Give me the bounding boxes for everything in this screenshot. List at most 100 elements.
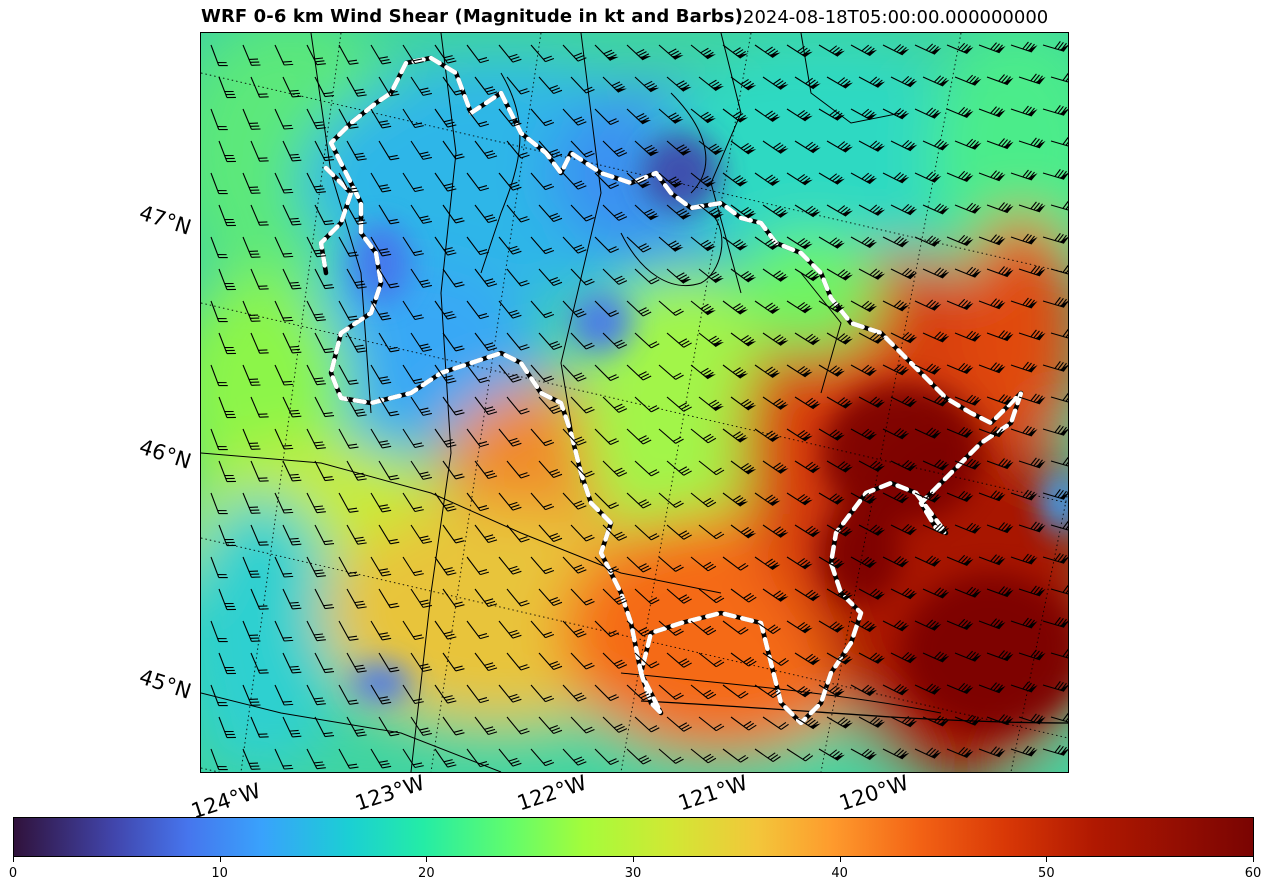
wind-barb (402, 428, 424, 449)
wind-barb (978, 42, 1006, 54)
wind-barb (954, 394, 982, 406)
wind-barb (946, 682, 974, 694)
wind-barb (730, 524, 757, 539)
wind-barb (986, 586, 1014, 598)
wind-barb (530, 172, 555, 191)
wind-barb (210, 620, 228, 643)
wind-barb (474, 204, 498, 224)
wind-barb (826, 204, 853, 217)
wind-barb (698, 396, 724, 412)
wind-barb (634, 588, 660, 605)
wind-barb (250, 76, 269, 98)
wind-barb (1018, 713, 1046, 725)
wind-barb (1042, 553, 1068, 564)
wind-barb (378, 76, 400, 97)
wind-barb (370, 300, 392, 321)
wind-barb (1042, 169, 1068, 180)
wind-barb (986, 458, 1014, 470)
wind-barb (594, 300, 619, 318)
wind-barb (1010, 681, 1038, 693)
wind-barb (986, 202, 1014, 214)
wind-barb (698, 140, 724, 156)
wind-barb (986, 74, 1014, 86)
wind-barb (466, 364, 490, 384)
wind-barb (314, 396, 335, 418)
wind-barb (914, 43, 942, 55)
wind-barb (850, 556, 878, 569)
wind-barb (434, 236, 457, 256)
wind-barb (954, 74, 982, 86)
wind-barb (1050, 264, 1068, 275)
wind-barb (690, 428, 717, 444)
wind-barb (954, 202, 982, 214)
wind-barb (274, 748, 294, 770)
wind-barb (434, 684, 457, 704)
wind-barb (338, 684, 359, 705)
wind-barb (442, 396, 465, 416)
wind-barb (978, 490, 1006, 502)
wind-barb (850, 364, 878, 377)
wind-barb (890, 395, 918, 408)
wind-barb (634, 460, 660, 477)
wind-barb (218, 268, 236, 291)
wind-barb (250, 332, 269, 354)
wind-barb (242, 300, 261, 322)
wind-barb (530, 364, 555, 383)
wind-barb (826, 588, 853, 601)
wind-barb (242, 492, 261, 514)
wind-barb (378, 396, 400, 417)
wind-barb (922, 587, 950, 599)
wind-barb (946, 106, 974, 118)
wind-barb (506, 332, 530, 351)
wind-barb (850, 684, 878, 697)
wind-barb (442, 588, 465, 608)
wind-barb (1050, 456, 1068, 467)
wind-barb (914, 619, 942, 631)
wind-barb (210, 108, 228, 131)
wind-barb (434, 300, 457, 320)
wind-barb (242, 236, 261, 258)
wind-barb (378, 140, 400, 161)
wind-barb (242, 364, 261, 386)
wind-barb (602, 332, 628, 349)
wind-barb (466, 236, 490, 256)
wind-barb (506, 396, 530, 415)
wind-barb (986, 330, 1014, 342)
wind-barb (666, 588, 692, 604)
wind-barb (626, 428, 652, 445)
wind-barb (562, 236, 587, 254)
wind-barb (218, 588, 236, 611)
wind-barb (754, 172, 781, 187)
wind-barb (274, 684, 294, 706)
wind-barb (250, 396, 269, 418)
wind-barb (890, 203, 918, 216)
wind-barb (922, 459, 950, 471)
wind-barb (570, 140, 595, 158)
wind-barb (946, 298, 974, 310)
lon-label-120: 120°W (836, 770, 912, 816)
wind-barb (762, 524, 789, 538)
wind-barb (346, 268, 367, 289)
wind-barb (602, 76, 627, 93)
wind-barb (346, 204, 367, 225)
wind-barb (722, 236, 749, 251)
wind-barb (786, 236, 813, 250)
wind-barb (730, 268, 757, 283)
wind-barb (698, 524, 725, 540)
wind-barb (626, 300, 652, 317)
wind-barb (410, 76, 432, 96)
wind-barb (890, 459, 918, 472)
wind-barb (274, 492, 294, 514)
wind-barb (954, 266, 982, 278)
lat-lon-gridlines (201, 33, 1068, 772)
wind-barb (474, 588, 498, 608)
wind-barb (282, 140, 302, 162)
wind-barb (498, 364, 522, 383)
wind-barb (498, 748, 522, 767)
wind-barb (818, 492, 845, 505)
wind-barb (850, 236, 878, 249)
wind-barb (698, 460, 725, 476)
wind-barb (306, 492, 326, 514)
wind-barb (722, 44, 749, 59)
wind-barb (978, 106, 1006, 118)
